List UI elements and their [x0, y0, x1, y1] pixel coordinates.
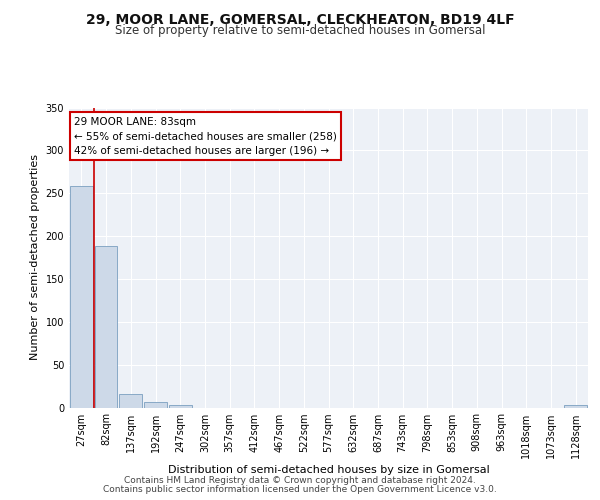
Bar: [119, 394, 142, 407]
Text: 29, MOOR LANE, GOMERSAL, CLECKHEATON, BD19 4LF: 29, MOOR LANE, GOMERSAL, CLECKHEATON, BD…: [86, 12, 514, 26]
Text: Contains HM Land Registry data © Crown copyright and database right 2024.: Contains HM Land Registry data © Crown c…: [124, 476, 476, 485]
Text: Size of property relative to semi-detached houses in Gomersal: Size of property relative to semi-detach…: [115, 24, 485, 37]
X-axis label: Distribution of semi-detached houses by size in Gomersal: Distribution of semi-detached houses by …: [167, 464, 490, 474]
Bar: [70, 186, 93, 408]
Bar: [564, 405, 587, 407]
Y-axis label: Number of semi-detached properties: Number of semi-detached properties: [30, 154, 40, 360]
Text: 29 MOOR LANE: 83sqm
← 55% of semi-detached houses are smaller (258)
42% of semi-: 29 MOOR LANE: 83sqm ← 55% of semi-detach…: [74, 116, 337, 156]
Text: Contains public sector information licensed under the Open Government Licence v3: Contains public sector information licen…: [103, 485, 497, 494]
Bar: [95, 246, 118, 408]
Bar: [144, 402, 167, 407]
Bar: [169, 405, 191, 407]
